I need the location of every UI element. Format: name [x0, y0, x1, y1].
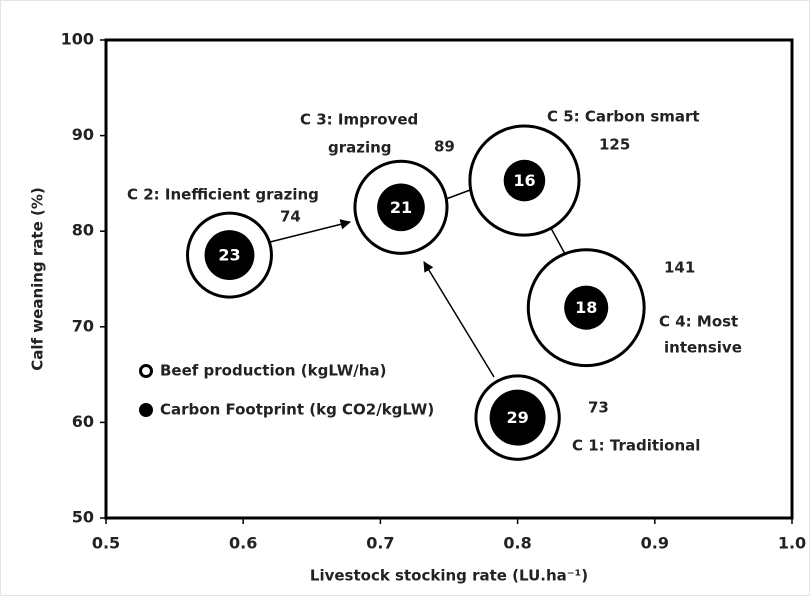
y-tick-label: 90 [72, 125, 94, 144]
arrow [423, 261, 495, 378]
inner-value-label: 23 [218, 246, 240, 265]
outer-value-label: 89 [434, 138, 455, 156]
inner-value-label: 16 [513, 171, 535, 190]
outer-value-label: 73 [588, 399, 609, 417]
inner-value-label: 18 [575, 298, 597, 317]
outer-value-label: 125 [599, 136, 630, 154]
x-tick-label: 0.5 [92, 534, 120, 553]
legend-label: Beef production (kgLW/ha) [160, 362, 386, 380]
legend-label: Carbon Footprint (kg CO2/kgLW) [160, 401, 434, 419]
scenario-label: C 4: Most [659, 313, 738, 331]
plot-frame [104, 38, 794, 520]
scenario-label: intensive [664, 339, 742, 357]
bubble-inner [377, 183, 425, 232]
y-tick-label: 50 [72, 508, 94, 527]
arrow [269, 219, 352, 243]
legend-marker [139, 364, 153, 378]
x-tick-label: 0.9 [641, 534, 669, 553]
y-tick-label: 60 [72, 412, 94, 431]
inner-value-label: 21 [390, 198, 412, 217]
bubble-inner [489, 389, 546, 446]
y-axis-title: Calf weaning rate (%) [29, 187, 47, 370]
outer-value-label: 141 [664, 259, 695, 277]
inner-value-label: 29 [506, 408, 528, 427]
y-tick-label: 80 [72, 221, 94, 240]
scenario-label: grazing [328, 139, 392, 157]
bubble-inner [204, 230, 255, 281]
x-tick-label: 0.7 [366, 534, 394, 553]
x-tick-label: 1.0 [778, 534, 806, 553]
x-axis-title: Livestock stocking rate (LU.ha⁻¹) [310, 567, 588, 585]
bubble-inner [503, 159, 546, 202]
y-tick-label: 70 [72, 316, 94, 335]
scenario-label: C 5: Carbon smart [547, 108, 700, 126]
bubble-inner [564, 285, 609, 330]
legend-marker [139, 403, 153, 417]
scenario-label: C 2: Inefficient grazing [127, 186, 319, 204]
y-tick-label: 100 [61, 30, 94, 49]
outer-value-label: 74 [280, 208, 301, 226]
scenario-label: C 1: Traditional [572, 437, 700, 455]
x-tick-label: 0.8 [503, 534, 531, 553]
scenario-label: C 3: Improved [300, 111, 418, 129]
x-tick-label: 0.6 [229, 534, 257, 553]
